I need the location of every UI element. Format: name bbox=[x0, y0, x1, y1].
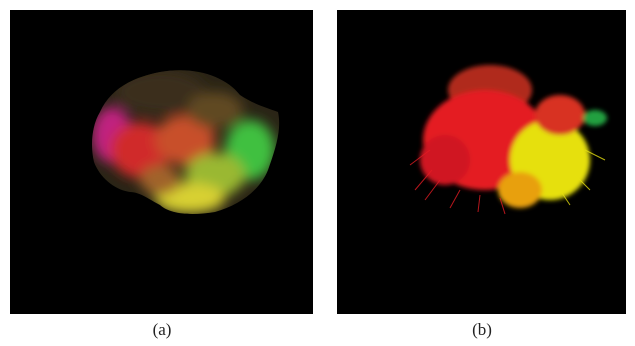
panel-b bbox=[337, 10, 626, 314]
caption: (a) bbox=[153, 320, 172, 339]
panel-a bbox=[10, 10, 313, 314]
figure: (a) (b) bbox=[0, 0, 635, 346]
caption: (b) bbox=[472, 320, 492, 339]
